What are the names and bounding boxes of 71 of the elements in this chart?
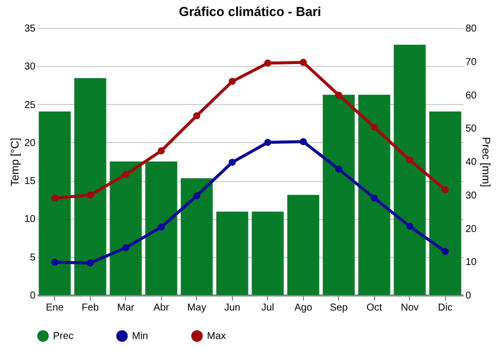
point	[51, 258, 58, 266]
y-axis-title: Temp [°C]	[9, 138, 22, 186]
point	[158, 224, 165, 231]
legend-label: Prec	[53, 331, 74, 342]
point	[122, 170, 130, 178]
bar	[74, 78, 106, 295]
y2-tick-label: 10	[466, 257, 478, 268]
point	[335, 166, 342, 173]
x-tick-label: Sep	[330, 302, 348, 314]
x-tick-label: Abr	[153, 302, 170, 314]
y2-axis-title: Prec [mm]	[480, 136, 492, 188]
point	[86, 259, 94, 266]
y2-tick-label: 70	[466, 56, 478, 68]
x-tick-label: Ene	[46, 302, 64, 314]
y-tick-label: 35	[24, 24, 36, 34]
point	[264, 60, 272, 67]
point	[86, 192, 94, 199]
x-tick-label: Oct	[366, 302, 382, 314]
point	[193, 112, 200, 120]
point	[442, 186, 449, 194]
point	[406, 222, 414, 230]
y-tick-label: 15	[24, 176, 36, 188]
point	[300, 138, 307, 146]
x-tick-label: Nov	[400, 302, 419, 314]
bar	[322, 94, 355, 295]
y2-tick-label: 60	[466, 90, 478, 102]
point	[228, 158, 236, 166]
point	[122, 244, 130, 252]
y2-tick-label: 0	[466, 290, 472, 302]
point	[228, 78, 236, 85]
y-tick-label: 30	[24, 62, 36, 73]
bar	[145, 162, 178, 295]
x-tick-label: Dic	[438, 302, 452, 314]
y-tick-label: 25	[24, 100, 36, 111]
point	[51, 194, 58, 202]
x-tick-label: May	[187, 302, 206, 314]
point	[370, 124, 378, 131]
bar	[38, 111, 71, 295]
legend-label: Min	[132, 331, 148, 342]
x-tick-label: Ago	[294, 302, 313, 314]
y2-tick-label: 50	[466, 124, 478, 135]
x-tick-label: Jun	[224, 302, 240, 314]
x-tick-label: Mar	[117, 302, 136, 314]
point	[335, 92, 342, 99]
point	[158, 147, 165, 154]
y2-tick-label: 80	[466, 24, 478, 34]
point	[193, 192, 200, 200]
x-tick-label: Jul	[261, 302, 274, 314]
bar	[358, 94, 390, 295]
legend-label: Max	[207, 331, 226, 342]
bar	[252, 212, 284, 295]
y-tick-label: 5	[30, 252, 36, 264]
point	[370, 194, 378, 202]
bar	[180, 178, 213, 295]
bar	[394, 44, 426, 295]
y2-tick-label: 40	[466, 157, 478, 168]
y-tick-label: 0	[30, 290, 36, 302]
bar	[287, 194, 320, 295]
x-tick-label: Feb	[82, 302, 100, 314]
point	[264, 138, 272, 146]
point	[406, 156, 414, 164]
y-tick-label: 10	[24, 214, 36, 226]
bar	[110, 162, 142, 295]
point	[442, 248, 449, 256]
y-tick-label: 20	[24, 138, 36, 149]
chart-title: Gráfico climático - Bari	[178, 4, 322, 19]
bar	[216, 212, 248, 295]
bar	[429, 111, 462, 295]
y2-tick-label: 30	[466, 190, 478, 202]
y2-tick-label: 20	[466, 224, 478, 235]
point	[300, 58, 307, 66]
